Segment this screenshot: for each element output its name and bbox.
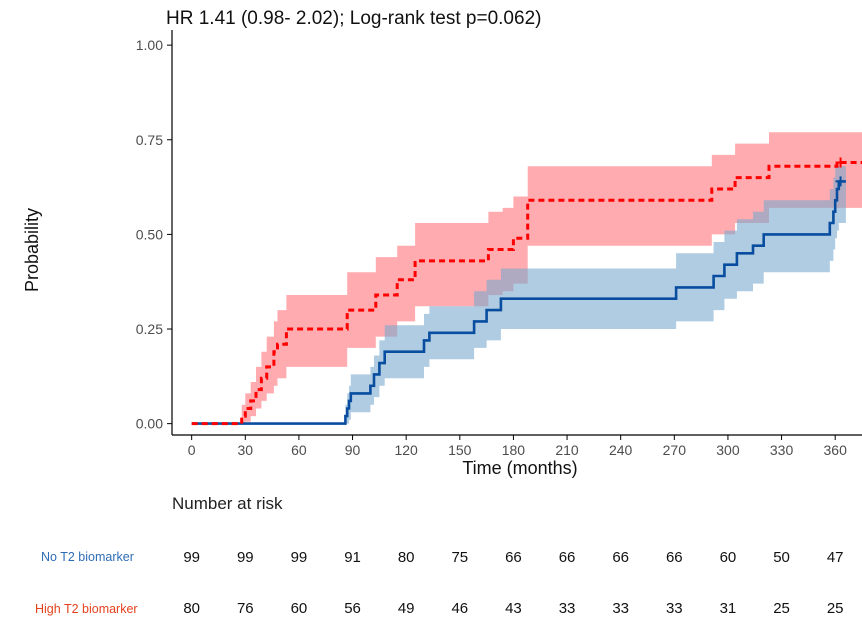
x-tick-label: 300	[716, 442, 740, 458]
y-tick-label: 0.50	[136, 226, 163, 242]
risk-count: 60	[291, 600, 308, 617]
risk-table-values: 99 99 99 91 80 75 66 66 66 66 60 50 47 80 76 60 56 49 46 43…	[183, 549, 843, 617]
y-tick-label: 1.00	[136, 37, 163, 53]
risk-count: 91	[344, 549, 361, 566]
x-tick-label: 150	[448, 442, 472, 458]
x-tick-label: 90	[345, 442, 361, 458]
y-tick-label: 0.00	[136, 416, 163, 432]
risk-count: 99	[237, 549, 254, 566]
risk-count: 43	[505, 600, 522, 617]
x-tick-label: 0	[188, 442, 196, 458]
risk-count: 80	[183, 600, 200, 617]
x-axis-label: Time (months)	[462, 458, 577, 478]
x-tick-label: 270	[663, 442, 687, 458]
x-tick-label: 330	[770, 442, 794, 458]
risk-count: 33	[612, 600, 629, 617]
risk-count: 25	[827, 600, 844, 617]
risk-count: 75	[451, 549, 468, 566]
x-tick-label: 120	[394, 442, 418, 458]
risk-count: 66	[612, 549, 629, 566]
risk-count: 33	[666, 600, 683, 617]
x-tick-label: 240	[609, 442, 633, 458]
risk-count: 49	[398, 600, 415, 617]
risk-table-title: Number at risk	[172, 494, 283, 514]
risk-band-group	[192, 132, 862, 423]
risk-count: 66	[666, 549, 683, 566]
risk-count: 66	[559, 549, 576, 566]
x-axis: 0 30 60 90 120 150 180 210 240 270 300 330 360	[172, 435, 862, 458]
x-tick-label: 180	[502, 442, 526, 458]
y-tick-label: 0.75	[136, 132, 163, 148]
risk-count: 56	[344, 600, 361, 617]
x-tick-label: 60	[291, 442, 307, 458]
risk-count: 31	[720, 600, 737, 617]
y-axis-label: Probability	[22, 208, 42, 292]
risk-count: 25	[773, 600, 790, 617]
chart-title: HR 1.41 (0.98- 2.02); Log-rank test p=0.…	[166, 8, 541, 29]
risk-count: 66	[505, 549, 522, 566]
risk-count: 47	[827, 549, 844, 566]
y-tick-label: 0.25	[136, 321, 163, 337]
x-tick-label: 210	[555, 442, 579, 458]
risk-count: 76	[237, 600, 254, 617]
risk-count: 60	[720, 549, 737, 566]
risk-count: 46	[451, 600, 468, 617]
risk-count: 99	[291, 549, 308, 566]
y-axis: 0.00 0.25 0.50 0.75 1.00	[136, 30, 172, 435]
risk-count: 50	[773, 549, 790, 566]
risk-count: 33	[559, 600, 576, 617]
risk-count: 99	[183, 549, 200, 566]
risk-count: 80	[398, 549, 415, 566]
x-tick-label: 30	[238, 442, 254, 458]
risk-label-high-t2: High T2 biomarker	[35, 602, 138, 616]
risk-label-no-t2: No T2 biomarker	[41, 550, 134, 564]
x-tick-label: 360	[824, 442, 848, 458]
